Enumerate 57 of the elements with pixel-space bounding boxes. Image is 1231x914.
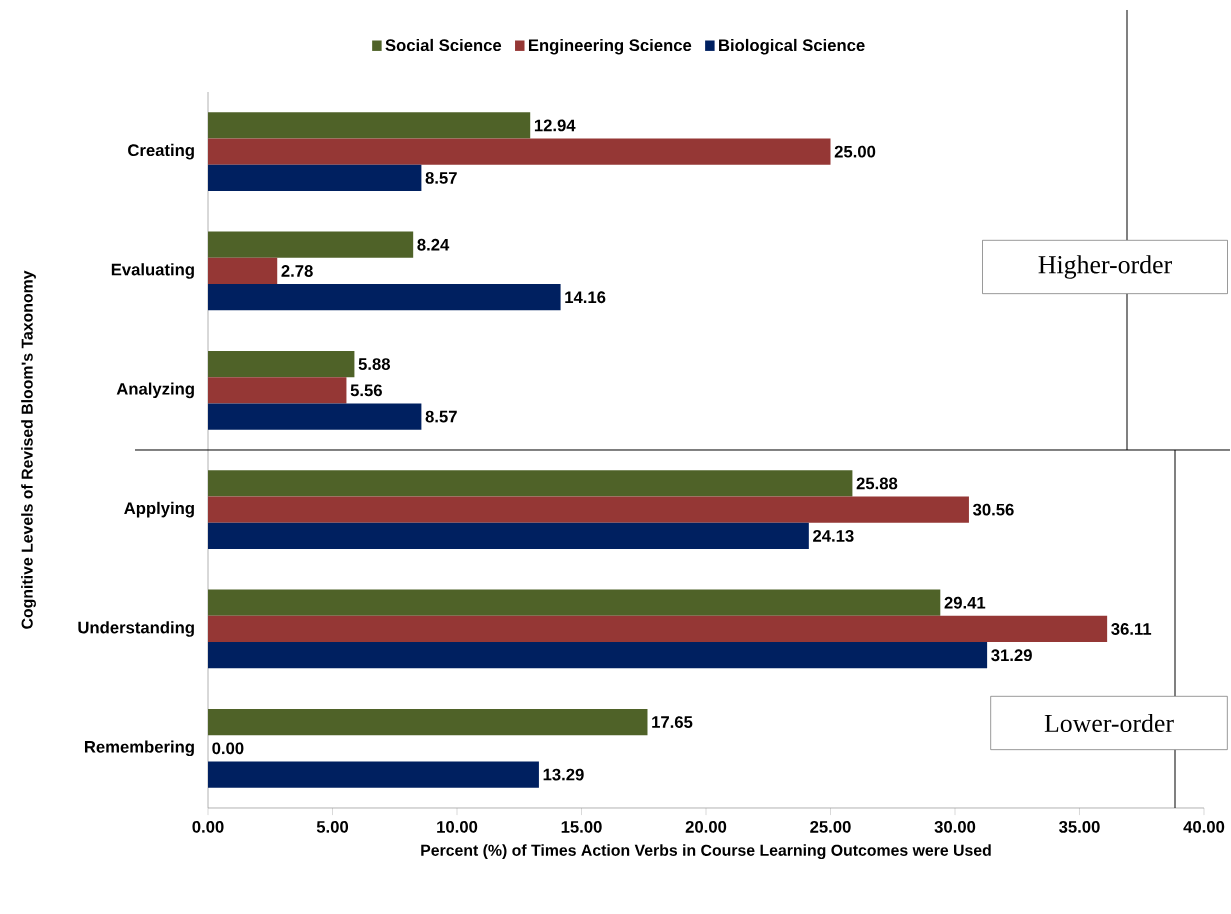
bar [208, 761, 539, 788]
bar [208, 496, 969, 523]
data-label: 8.57 [425, 172, 457, 184]
x-tick-label: 20.00 [685, 820, 727, 833]
data-label: 36.11 [1111, 623, 1152, 635]
data-label: 8.57 [425, 410, 457, 423]
annotation: Lower-order [1044, 713, 1174, 733]
bar [208, 470, 853, 497]
y-tick-label: Evaluating [111, 263, 194, 279]
bar [208, 708, 648, 736]
bar [208, 257, 278, 285]
legend-label: Biological Science [719, 38, 865, 55]
y-tick-label: Applying [124, 501, 194, 518]
data-label: 25.88 [856, 477, 898, 490]
data-label: 25.00 [834, 145, 876, 158]
data-label: 30.56 [973, 503, 1014, 516]
bar [208, 350, 355, 378]
x-tick-label: 30.00 [934, 820, 976, 833]
data-label: 12.94 [534, 119, 576, 132]
y-tick-label: Analyzing [116, 382, 194, 399]
y-tick-label: Understanding [78, 621, 194, 637]
bar [208, 112, 531, 139]
data-label: 8.24 [417, 238, 450, 251]
bar [208, 403, 422, 430]
bar [208, 642, 988, 669]
data-label: 31.29 [991, 649, 1032, 662]
annotation: Higher-order [1038, 255, 1172, 279]
x-axis-title: Percent (%) of Times Action Verbs in Course Learning Outcomes were Used [421, 844, 991, 860]
x-tick-label: 10.00 [437, 820, 478, 833]
x-tick-label: 40.00 [1183, 820, 1225, 833]
data-label: 14.16 [565, 291, 606, 304]
data-label: 17.65 [652, 716, 693, 728]
data-label: 5.56 [350, 384, 382, 397]
legend-label: Social Science [385, 38, 502, 52]
x-tick-label: 25.00 [810, 820, 851, 833]
x-tick-label: 15.00 [561, 820, 602, 833]
bar [208, 284, 561, 311]
data-label: 2.78 [281, 265, 313, 277]
x-tick-label: 35.00 [1059, 820, 1100, 833]
data-label: 5.88 [358, 358, 391, 370]
legend-label: Engineering Science [528, 38, 692, 55]
bar [208, 589, 941, 616]
data-label: 29.41 [944, 596, 986, 609]
bar [208, 164, 422, 192]
bar [208, 615, 1108, 643]
bar [208, 138, 831, 165]
data-label: 0.00 [212, 742, 244, 755]
data-label: 13.29 [543, 768, 584, 781]
y-tick-label: Remembering [84, 740, 194, 757]
data-label: 24.13 [813, 530, 854, 542]
x-tick-label: 0.00 [192, 820, 224, 833]
bar [208, 231, 414, 258]
bar [208, 522, 809, 550]
y-axis-title: Cognitive Levels of Revised Bloom's Taxonomy [21, 270, 36, 629]
x-tick-label: 5.00 [316, 820, 349, 833]
bar [208, 377, 347, 404]
y-tick-label: Creating [128, 143, 194, 160]
